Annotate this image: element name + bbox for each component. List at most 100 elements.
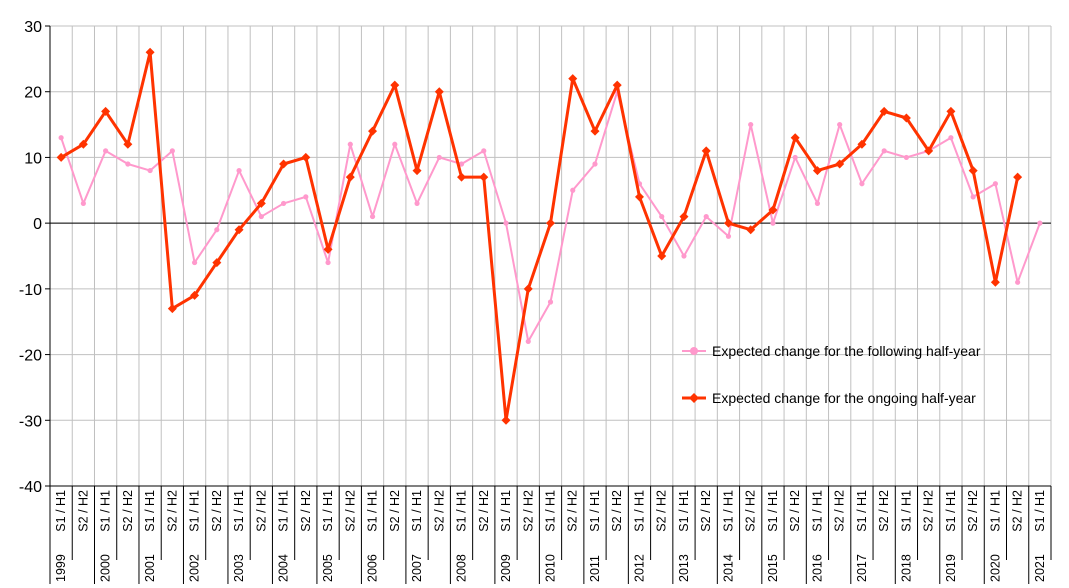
data-point-ongoing [123, 139, 133, 149]
data-point-ongoing [790, 133, 800, 143]
data-point-ongoing [679, 212, 689, 222]
x-category-label: S2 / H2 [922, 490, 936, 532]
data-point-ongoing [879, 106, 889, 116]
x-category-label: S2 / H2 [121, 490, 135, 532]
data-point-ongoing [412, 166, 422, 176]
data-point-following [948, 135, 954, 141]
data-point-ongoing [390, 80, 400, 90]
data-point-ongoing [857, 139, 867, 149]
data-point-ongoing [523, 284, 533, 294]
data-point-ongoing [701, 146, 711, 156]
x-category-label: S1 / H1 [677, 490, 691, 532]
data-point-following [748, 121, 754, 128]
x-category-label: S2 / H2 [610, 490, 624, 532]
data-point-following [881, 148, 887, 154]
x-year-label: 2009 [499, 554, 513, 582]
data-point-following [414, 200, 420, 207]
data-point-following [792, 154, 798, 161]
x-category-label: S1 / H1 [455, 490, 469, 532]
data-point-following [1037, 220, 1043, 226]
x-category-label: S2 / H2 [566, 490, 580, 532]
x-category-label: S1 / H1 [944, 490, 958, 532]
legend-label-ongoing: Expected change for the ongoing half-yea… [712, 390, 976, 406]
x-year-label: 2004 [277, 554, 291, 582]
x-year-label: 1999 [54, 554, 68, 582]
grid-lines [49, 25, 1052, 487]
data-point-following [169, 148, 175, 154]
x-category-label: S2 / H2 [699, 490, 713, 532]
y-tick-label: -10 [19, 282, 42, 299]
x-year-label: 2016 [810, 554, 824, 582]
data-point-ongoing [190, 290, 200, 300]
data-point-ongoing [901, 113, 911, 123]
x-year-label: 2019 [944, 554, 958, 582]
data-point-ongoing [56, 152, 66, 162]
data-point-following [859, 181, 865, 187]
x-category-label: S1 / H1 [188, 490, 202, 532]
x-year-label: 2017 [855, 554, 869, 582]
x-category-label: S1 / H1 [588, 490, 602, 532]
data-point-ongoing [256, 198, 266, 208]
x-category-label: S2 / H2 [833, 490, 847, 532]
x-category-label: S2 / H2 [432, 490, 446, 532]
data-point-ongoing [634, 192, 644, 202]
x-category-label: S2 / H2 [343, 490, 357, 532]
legend: Expected change for the following half-y… [682, 343, 981, 406]
legend-label-following: Expected change for the following half-y… [712, 343, 981, 359]
data-point-ongoing [234, 225, 244, 235]
x-category-label: S2 / H2 [877, 490, 891, 532]
data-point-following [214, 227, 220, 233]
x-axis-tick-labels: S1 / H1 S2 / H2 S1 / H1 S2 / H2 S1 / H1 S2 / … [54, 490, 1047, 582]
data-point-ongoing [546, 218, 555, 228]
data-point-ongoing [924, 146, 934, 156]
data-point-following [681, 253, 687, 259]
data-point-ongoing [101, 106, 111, 116]
data-point-following [280, 200, 287, 207]
data-point-following [147, 167, 153, 174]
data-point-ongoing [479, 172, 489, 182]
axes [45, 25, 1052, 584]
x-year-label: 2015 [766, 554, 780, 582]
data-point-following [525, 338, 531, 345]
data-point-ongoing [323, 244, 333, 254]
data-point-ongoing [434, 87, 444, 97]
x-category-label: S2 / H2 [165, 490, 179, 532]
x-year-label: 2003 [232, 554, 246, 582]
data-point-ongoing [568, 74, 578, 84]
x-year-label: 2011 [588, 555, 602, 582]
data-point-following [303, 194, 309, 200]
legend-marker-ongoing [689, 393, 699, 403]
data-point-ongoing [612, 80, 622, 90]
y-tick-label: -30 [19, 413, 42, 430]
data-point-ongoing [657, 251, 667, 261]
data-point-ongoing [457, 172, 467, 182]
x-category-label: S1 / H1 [277, 490, 291, 532]
data-point-following [592, 161, 598, 167]
x-year-label: 2002 [188, 554, 202, 582]
x-category-label: S2 / H2 [788, 490, 802, 532]
x-year-label: 2021 [1033, 554, 1047, 582]
data-point-ongoing [835, 159, 845, 169]
x-year-label: 2005 [321, 554, 335, 582]
data-point-following [236, 167, 242, 174]
x-category-label: S2 / H2 [655, 490, 669, 532]
x-category-label: S1 / H1 [499, 490, 513, 532]
data-point-following [125, 161, 131, 167]
x-year-label: 2007 [410, 554, 424, 582]
x-category-label: S1 / H1 [855, 490, 869, 532]
data-point-ongoing [946, 106, 956, 116]
legend-marker-following [690, 347, 698, 355]
x-year-label: 2020 [988, 554, 1002, 582]
data-point-following [191, 259, 198, 266]
x-year-label: 2012 [632, 554, 646, 582]
y-tick-label: -40 [19, 479, 42, 496]
data-point-ongoing [723, 218, 733, 228]
x-category-label: S2 / H2 [744, 490, 758, 532]
data-point-following [481, 148, 487, 154]
y-tick-label: -20 [19, 348, 42, 365]
x-category-label: S2 / H2 [477, 490, 491, 532]
data-point-following [837, 121, 843, 128]
data-point-following [503, 220, 509, 226]
x-year-label: 2006 [366, 554, 380, 582]
data-point-following [103, 148, 109, 154]
